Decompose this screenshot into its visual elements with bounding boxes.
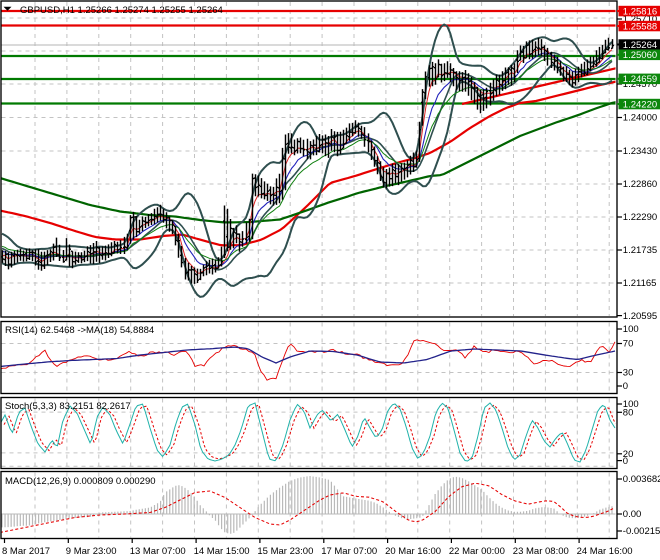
svg-text:0.003682: 0.003682 — [623, 474, 660, 485]
svg-text:1.21165: 1.21165 — [623, 278, 657, 289]
svg-text:0: 0 — [623, 381, 628, 392]
svg-text:1.22290: 1.22290 — [623, 212, 657, 223]
svg-text:13 Mar 07:00: 13 Mar 07:00 — [130, 546, 186, 557]
svg-text:1.25710: 1.25710 — [623, 14, 657, 25]
svg-text:70: 70 — [623, 339, 634, 350]
svg-text:MACD(12,26,9) 0.000809 0.00029: MACD(12,26,9) 0.000809 0.000290 — [5, 476, 156, 487]
svg-text:9 Mar 23:00: 9 Mar 23:00 — [66, 546, 117, 557]
svg-text:14 Mar 15:00: 14 Mar 15:00 — [194, 546, 250, 557]
svg-text:8 Mar 2017: 8 Mar 2017 — [2, 546, 50, 557]
svg-text:24 Mar 16:00: 24 Mar 16:00 — [577, 546, 633, 557]
svg-text:1.25264: 1.25264 — [623, 40, 657, 51]
svg-text:20: 20 — [623, 449, 634, 460]
svg-text:1.24220: 1.24220 — [623, 99, 657, 110]
svg-text:1.24659: 1.24659 — [623, 74, 657, 85]
svg-text:GBPUSD,H1 1.25266 1.25274 1.2: GBPUSD,H1 1.25266 1.25274 1.25255 1.2526… — [20, 5, 223, 16]
svg-text:30: 30 — [623, 368, 634, 379]
svg-text:1.20595: 1.20595 — [623, 311, 657, 322]
svg-text:-0.002151: -0.002151 — [623, 526, 660, 537]
svg-text:15 Mar 23:00: 15 Mar 23:00 — [257, 546, 313, 557]
svg-text:1.21735: 1.21735 — [623, 245, 657, 256]
svg-text:1.23430: 1.23430 — [623, 146, 657, 157]
svg-text:0: 0 — [623, 456, 628, 467]
svg-text:1.24000: 1.24000 — [623, 113, 657, 124]
svg-text:1.25060: 1.25060 — [623, 50, 657, 61]
svg-text:1.25816: 1.25816 — [623, 6, 657, 17]
svg-text:20 Mar 16:00: 20 Mar 16:00 — [385, 546, 441, 557]
svg-text:17 Mar 07:00: 17 Mar 07:00 — [321, 546, 377, 557]
svg-text:1.24570: 1.24570 — [623, 79, 657, 90]
svg-text:RSI(14) 62.5468 ->MA(18) 54.8: RSI(14) 62.5468 ->MA(18) 54.8884 — [5, 325, 154, 336]
svg-text:100: 100 — [623, 399, 639, 410]
svg-text:1.25588: 1.25588 — [623, 21, 657, 32]
svg-text:22 Mar 00:00: 22 Mar 00:00 — [449, 546, 505, 557]
svg-text:80: 80 — [623, 408, 634, 419]
svg-text:100: 100 — [623, 324, 639, 335]
svg-text:0.00: 0.00 — [623, 509, 642, 520]
svg-text:1.22860: 1.22860 — [623, 179, 657, 190]
svg-text:Stoch(5,3,3) 83.2151 82.2617: Stoch(5,3,3) 83.2151 82.2617 — [5, 401, 131, 412]
svg-text:23 Mar 08:00: 23 Mar 08:00 — [513, 546, 569, 557]
